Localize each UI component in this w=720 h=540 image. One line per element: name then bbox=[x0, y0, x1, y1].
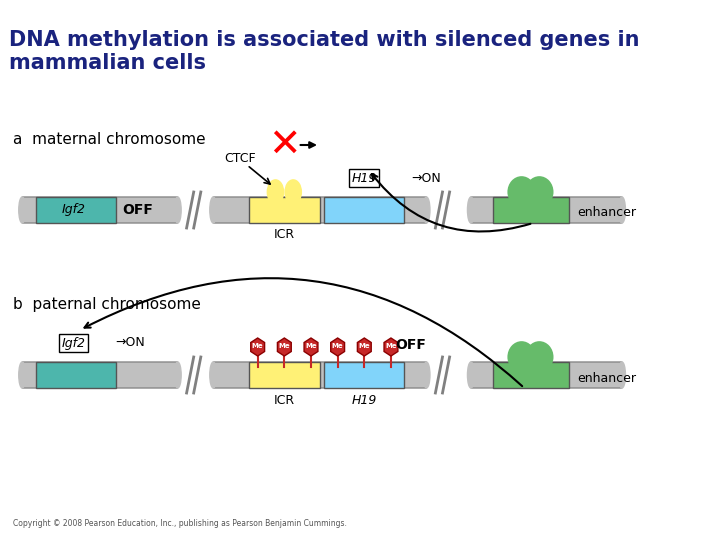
Circle shape bbox=[526, 342, 553, 372]
Text: Me: Me bbox=[305, 343, 317, 349]
Ellipse shape bbox=[285, 180, 301, 204]
FancyBboxPatch shape bbox=[22, 197, 178, 223]
Ellipse shape bbox=[423, 362, 430, 388]
Text: CTCF: CTCF bbox=[224, 152, 256, 165]
Text: enhancer: enhancer bbox=[577, 206, 636, 219]
Text: a  maternal chromosome: a maternal chromosome bbox=[14, 132, 206, 147]
Text: Copyright © 2008 Pearson Education, Inc., publishing as Pearson Benjamin Cumming: Copyright © 2008 Pearson Education, Inc.… bbox=[14, 519, 347, 528]
FancyBboxPatch shape bbox=[324, 197, 405, 223]
Polygon shape bbox=[304, 338, 318, 356]
FancyBboxPatch shape bbox=[324, 362, 405, 388]
FancyBboxPatch shape bbox=[35, 197, 115, 223]
Polygon shape bbox=[251, 338, 265, 356]
Text: ICR: ICR bbox=[274, 394, 295, 407]
Polygon shape bbox=[384, 338, 398, 356]
Ellipse shape bbox=[423, 197, 430, 223]
Polygon shape bbox=[330, 338, 345, 356]
Text: Me: Me bbox=[385, 343, 397, 349]
Circle shape bbox=[508, 177, 535, 207]
Ellipse shape bbox=[210, 362, 217, 388]
Text: DNA methylation is associated with silenced genes in
mammalian cells: DNA methylation is associated with silen… bbox=[9, 30, 639, 73]
Text: H19: H19 bbox=[351, 394, 377, 407]
FancyBboxPatch shape bbox=[493, 197, 569, 223]
Ellipse shape bbox=[618, 197, 626, 223]
Text: Igf2: Igf2 bbox=[62, 336, 86, 349]
Text: OFF: OFF bbox=[395, 338, 426, 352]
Text: H19: H19 bbox=[351, 172, 377, 185]
Text: enhancer: enhancer bbox=[577, 372, 636, 384]
Ellipse shape bbox=[174, 362, 181, 388]
Text: Me: Me bbox=[359, 343, 370, 349]
Circle shape bbox=[508, 342, 535, 372]
FancyBboxPatch shape bbox=[35, 362, 115, 388]
Ellipse shape bbox=[267, 180, 284, 204]
Text: ✕: ✕ bbox=[268, 126, 301, 164]
Ellipse shape bbox=[19, 197, 26, 223]
FancyBboxPatch shape bbox=[249, 362, 320, 388]
Polygon shape bbox=[357, 338, 372, 356]
Ellipse shape bbox=[467, 362, 474, 388]
Text: →ON: →ON bbox=[411, 172, 441, 185]
Text: Me: Me bbox=[332, 343, 343, 349]
FancyBboxPatch shape bbox=[213, 197, 426, 223]
Text: →ON: →ON bbox=[115, 336, 145, 349]
FancyBboxPatch shape bbox=[471, 197, 622, 223]
Ellipse shape bbox=[19, 362, 26, 388]
Ellipse shape bbox=[174, 197, 181, 223]
Text: Me: Me bbox=[279, 343, 290, 349]
Polygon shape bbox=[277, 338, 292, 356]
FancyBboxPatch shape bbox=[471, 362, 622, 388]
FancyBboxPatch shape bbox=[22, 362, 178, 388]
Circle shape bbox=[526, 177, 553, 207]
FancyBboxPatch shape bbox=[249, 197, 320, 223]
Ellipse shape bbox=[210, 197, 217, 223]
FancyBboxPatch shape bbox=[493, 362, 569, 388]
Text: b  paternal chromosome: b paternal chromosome bbox=[14, 298, 201, 313]
Ellipse shape bbox=[467, 197, 474, 223]
Text: ICR: ICR bbox=[274, 228, 295, 241]
Ellipse shape bbox=[618, 362, 626, 388]
Text: Me: Me bbox=[252, 343, 264, 349]
Text: OFF: OFF bbox=[122, 203, 153, 217]
Text: Igf2: Igf2 bbox=[62, 202, 86, 215]
FancyBboxPatch shape bbox=[213, 362, 426, 388]
